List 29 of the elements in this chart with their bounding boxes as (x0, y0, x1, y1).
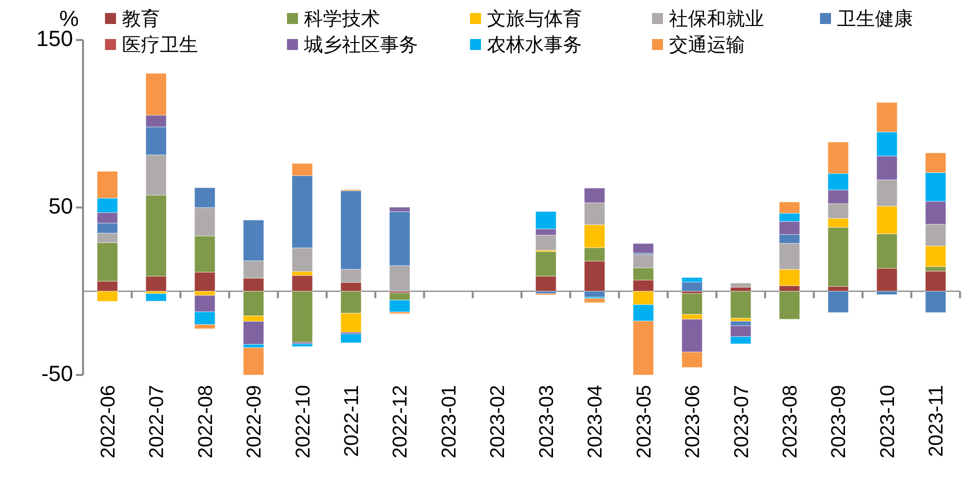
legend-label: 教育 (122, 8, 160, 30)
x-tick-label: 2022-12 (390, 385, 412, 458)
legend-label: 医疗卫生 (122, 35, 198, 56)
legend-label: 农林水事务 (487, 35, 582, 56)
x-tick-label: 2023-08 (779, 385, 802, 458)
legend-label: 交通运输 (669, 34, 745, 56)
x-tick-label: 2022-08 (194, 385, 217, 458)
x-tick-label: 2023-06 (682, 385, 704, 458)
x-tick-label: 2022-10 (292, 385, 314, 458)
x-tick-label: 2023-11 (926, 385, 948, 457)
legend-label: 社保和就业 (669, 9, 764, 30)
x-tick-label: 2022-11 (340, 385, 363, 457)
y-tick-label: 50 (48, 193, 73, 218)
x-tick-label: 2023-05 (633, 385, 656, 458)
x-tick-label: 2022-06 (97, 385, 120, 458)
legend-label: 卫生健康 (837, 8, 913, 30)
x-tick-label: 2022-09 (244, 385, 266, 458)
x-tick-label: 2023-09 (828, 385, 850, 458)
x-tick-label: 2023-10 (876, 385, 899, 458)
x-tick-label: 2022-07 (146, 385, 168, 458)
legend-label: 文旅与体育 (487, 8, 582, 30)
x-tick-label: 2023-01 (438, 385, 460, 458)
x-tick-label: 2023-07 (730, 385, 753, 458)
legend-label: 科学技术 (304, 9, 380, 30)
x-tick-label: 2023-04 (584, 385, 607, 458)
legend-label: 城乡社区事务 (303, 35, 418, 56)
x-tick-label: 2023-03 (536, 385, 558, 458)
x-tick-label: 2023-02 (487, 385, 510, 458)
y-tick-label: -50 (41, 360, 73, 386)
